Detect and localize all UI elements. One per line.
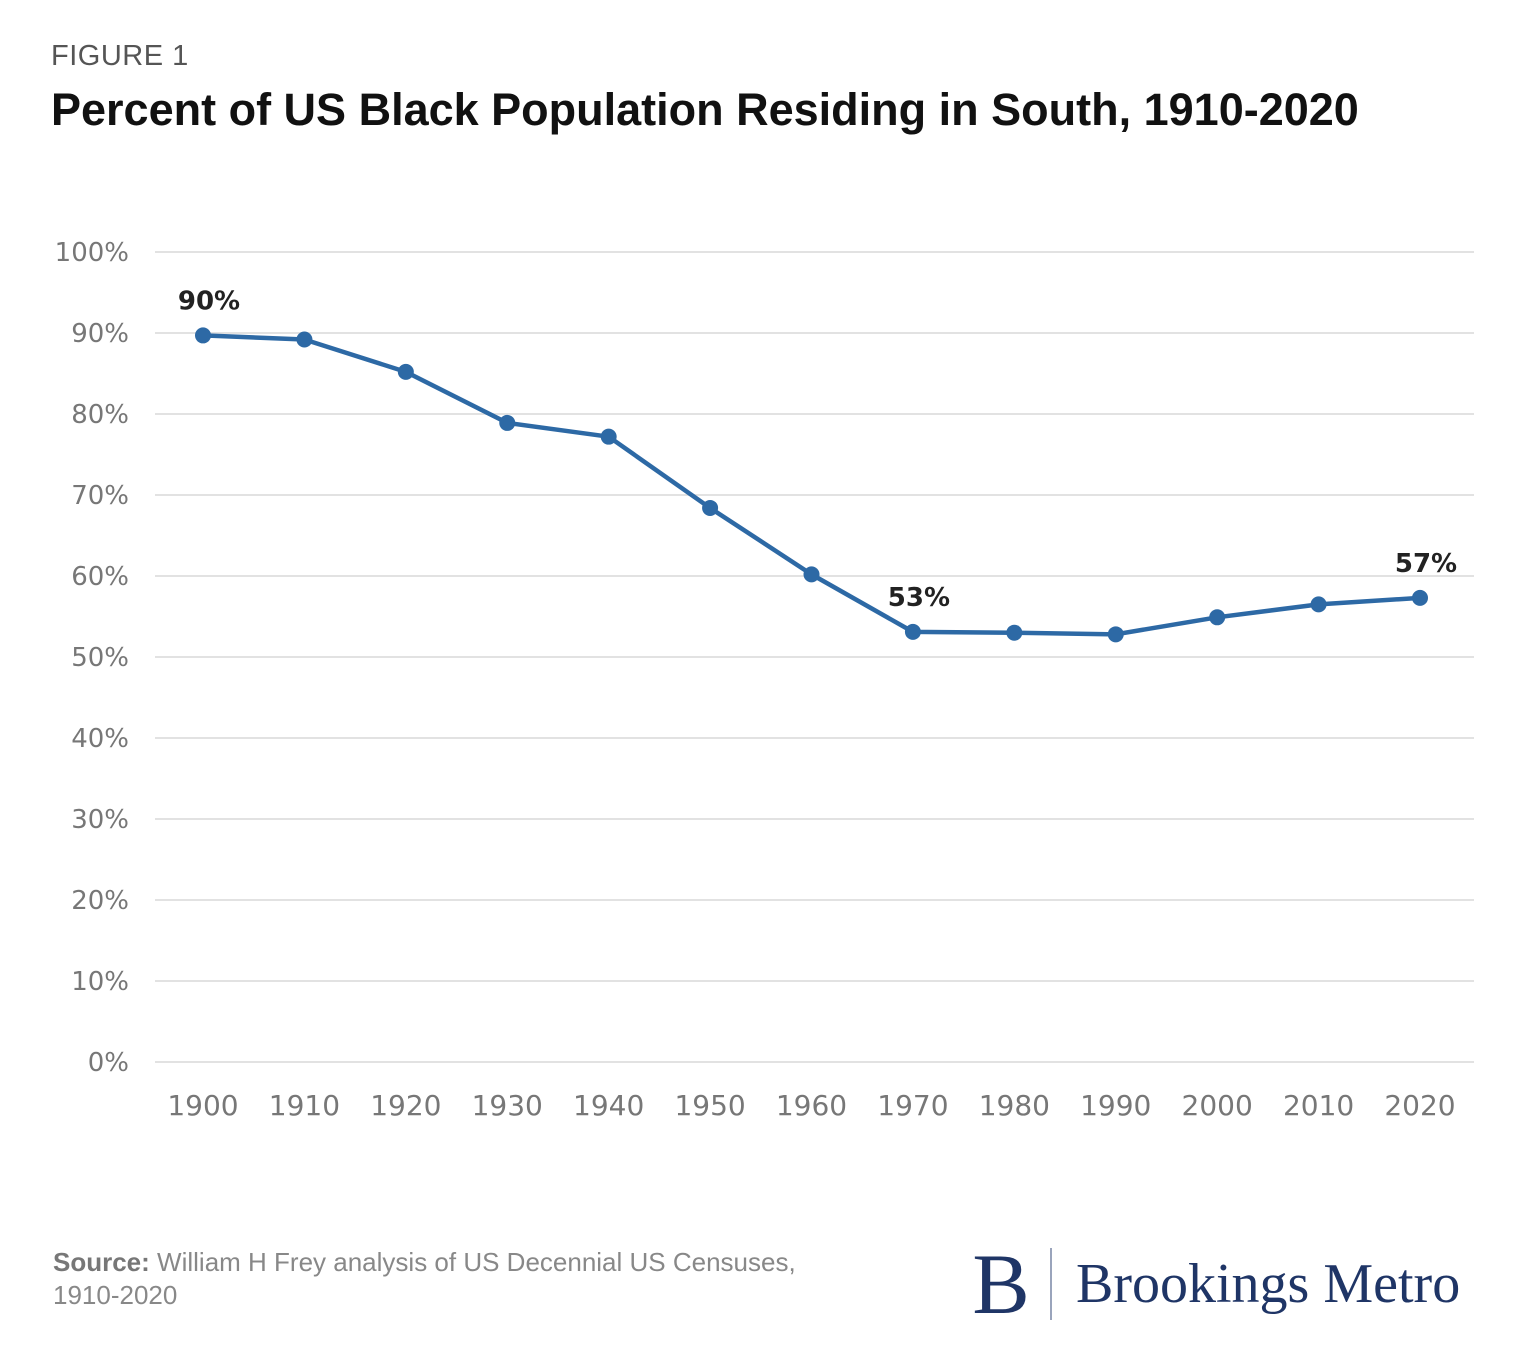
figure-label: FIGURE 1: [51, 40, 189, 72]
y-tick-label: 70%: [71, 481, 129, 511]
data-point: [1006, 624, 1023, 641]
data-label: 90%: [178, 286, 240, 316]
data-point: [702, 499, 719, 516]
x-tick-label: 1990: [1080, 1089, 1151, 1122]
source-text: William H Frey analysis of US Decennial …: [53, 1247, 796, 1310]
data-point: [904, 623, 921, 640]
brookings-metro-logo: B Brookings Metro: [970, 1236, 1461, 1332]
x-tick-label: 1970: [877, 1089, 948, 1122]
x-tick-label: 1930: [472, 1089, 543, 1122]
data-point: [1412, 589, 1428, 606]
logo-divider: [1050, 1248, 1052, 1320]
y-tick-label: 60%: [71, 562, 129, 592]
x-tick-label: 1980: [979, 1089, 1050, 1122]
x-tick-label: 2020: [1384, 1089, 1455, 1122]
source-label: Source:: [53, 1247, 150, 1277]
x-axis-tick-labels: 1900 1910 1920 1930 1940 1950 1960 1970 1980 1990…: [167, 1089, 1455, 1122]
data-point: [1209, 609, 1226, 626]
x-tick-label: 1940: [573, 1089, 644, 1122]
y-tick-label: 10%: [71, 967, 129, 997]
gridlines: [155, 251, 1474, 1063]
x-tick-label: 1960: [776, 1089, 847, 1122]
y-tick-label: 80%: [71, 400, 129, 430]
y-axis-tick-labels: 0% 10% 20% 30% 40% 50% 60% 70% 80% 90% 100%: [55, 238, 129, 1078]
data-labels: 90% 53% 57%: [178, 286, 1457, 612]
logo-text: Brookings Metro: [1076, 1253, 1461, 1315]
data-label: 53%: [888, 583, 950, 613]
x-tick-label: 1900: [167, 1089, 238, 1122]
x-tick-label: 1910: [269, 1089, 340, 1122]
line-chart: 0%10%20%30%40%50%60%70%80%90%100% 1900 19…: [55, 238, 1474, 1122]
x-tick-label: 2010: [1283, 1089, 1354, 1122]
x-tick-label: 1920: [370, 1089, 441, 1122]
y-tick-label: 50%: [71, 643, 129, 673]
y-tick-label: 20%: [71, 886, 129, 916]
logo-mark: B: [972, 1236, 1030, 1332]
chart-title: Percent of US Black Population Residing …: [51, 84, 1359, 135]
series-line-group: [200, 333, 1423, 637]
x-tick-label: 2000: [1182, 1089, 1253, 1122]
y-tick-label: 100%: [55, 238, 129, 268]
data-point: [397, 363, 414, 380]
series-line: [200, 333, 1423, 637]
data-point: [1310, 596, 1327, 613]
data-point: [600, 428, 617, 445]
y-tick-label: 90%: [71, 319, 129, 349]
data-point: [803, 566, 820, 583]
y-tick-label: 0%: [88, 1048, 129, 1078]
data-point: [499, 414, 516, 431]
data-points: [195, 327, 1428, 643]
source-note: Source: William H Frey analysis of US De…: [53, 1246, 833, 1312]
data-point: [195, 327, 211, 344]
data-label: 57%: [1395, 549, 1457, 579]
data-point: [1107, 626, 1124, 643]
y-tick-label: 30%: [71, 805, 129, 835]
y-tick-label: 40%: [71, 724, 129, 754]
x-tick-label: 1950: [674, 1089, 745, 1122]
data-point: [296, 331, 313, 348]
